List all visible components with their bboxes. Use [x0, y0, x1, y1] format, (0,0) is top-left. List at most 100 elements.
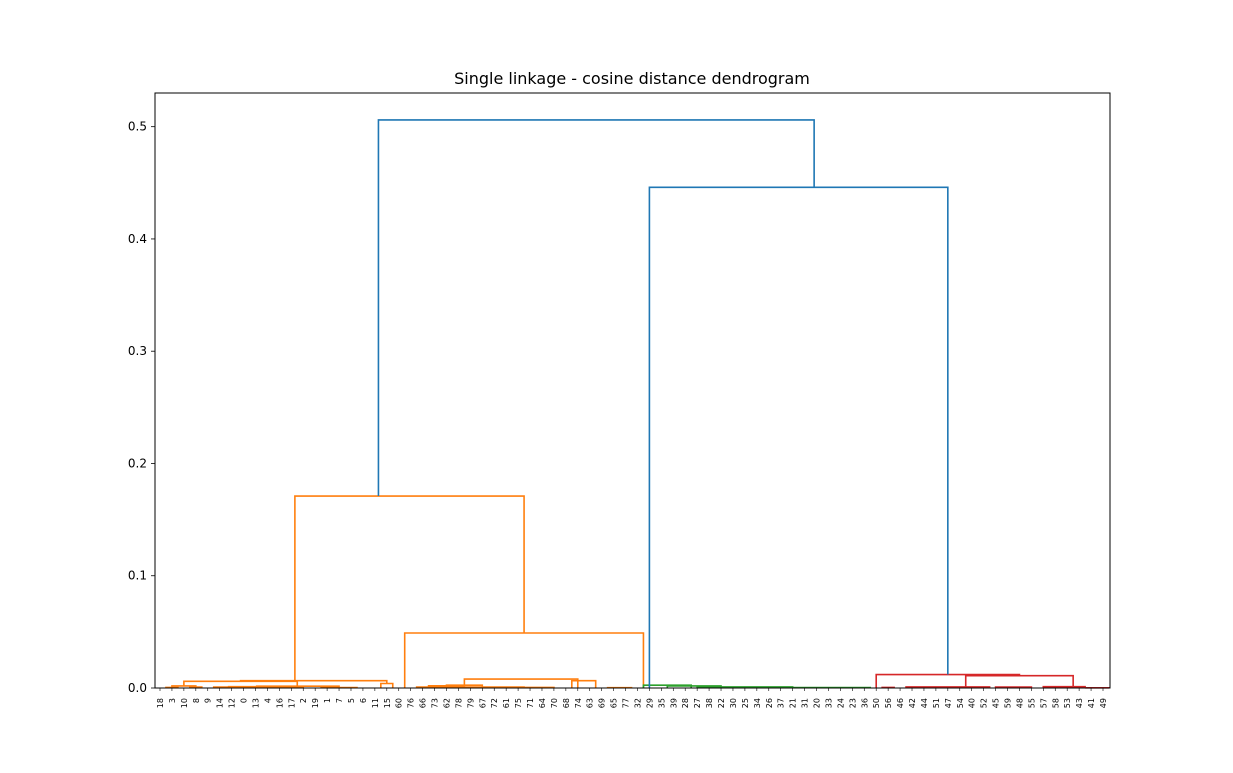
ytick-label: 0.5 [128, 120, 147, 134]
dendrogram-link-31 [648, 186, 949, 688]
leaf-label: 33 [824, 698, 833, 708]
leaf-label: 62 [442, 698, 451, 708]
chart-title: Single linkage - cosine distance dendrog… [454, 69, 810, 88]
leaf-label: 8 [192, 698, 201, 703]
leaf-label: 7 [335, 698, 344, 703]
leaf-label: 46 [896, 698, 905, 708]
leaf-label: 11 [371, 698, 380, 708]
dendrogram-link-19 [294, 495, 525, 681]
dendrogram-link-25 [905, 686, 991, 688]
leaf-label: 40 [968, 698, 977, 708]
leaf-label: 14 [216, 698, 225, 708]
leaf-label: 43 [1075, 698, 1084, 708]
leaf-label: 2 [299, 698, 308, 703]
leaf-label: 71 [526, 698, 535, 708]
leaf-label: 44 [920, 698, 929, 708]
leaf-label: 48 [1015, 698, 1024, 708]
leaf-label: 79 [466, 698, 475, 708]
leaf-label: 34 [753, 698, 762, 708]
leaf-label: 52 [980, 698, 989, 708]
leaf-label: 70 [550, 698, 559, 708]
leaf-label: 32 [633, 698, 642, 708]
ytick-label: 0.2 [128, 456, 147, 470]
leaf-label: 77 [622, 698, 631, 708]
leaf-label: 45 [992, 698, 1001, 708]
leaf-label: 61 [502, 698, 511, 708]
leaf-label: 58 [1051, 698, 1060, 708]
leaf-label: 29 [645, 698, 654, 708]
leaf-label: 69 [598, 698, 607, 708]
x-axis: 18 3 10 8 9 14 12 0 13 4 16 17 2 19 1 7 5 6 11 15 60 76 66 73 62… [156, 688, 1108, 708]
leaf-label: 12 [228, 698, 237, 708]
leaf-label: 30 [729, 698, 738, 708]
leaf-label: 22 [717, 698, 726, 708]
leaf-label: 72 [490, 698, 499, 708]
plot-frame [154, 92, 1111, 689]
dendrogram-link-3 [212, 686, 245, 688]
dendrogram-link-18 [403, 632, 645, 688]
leaf-label: 23 [848, 698, 857, 708]
leaf-label: 5 [347, 698, 356, 703]
dendrogram-link-15 [463, 678, 579, 688]
leaf-label: 6 [359, 698, 368, 703]
leaf-label: 16 [275, 698, 284, 708]
leaf-label: 25 [741, 698, 750, 708]
dendrogram-link-32 [377, 119, 815, 497]
leaf-label: 1 [323, 698, 332, 703]
leaf-label: 39 [669, 698, 678, 708]
leaf-label: 37 [777, 698, 786, 708]
leaf-label: 53 [1063, 698, 1072, 708]
leaf-label: 74 [574, 698, 583, 708]
leaf-label: 59 [1004, 698, 1013, 708]
dendrogram-link-7 [255, 685, 340, 688]
y-axis: 0.0 0.1 0.2 0.3 0.4 0.5 [128, 120, 155, 695]
leaf-label: 56 [884, 698, 893, 708]
leaf-label: 64 [538, 698, 547, 708]
dendrogram-link-29 [964, 674, 1074, 687]
leaf-label: 10 [180, 698, 189, 708]
leaf-label: 63 [586, 698, 595, 708]
leaf-label: 31 [801, 698, 810, 708]
ytick-label: 0.1 [128, 569, 147, 583]
leaf-label: 67 [478, 698, 487, 708]
leaf-label: 18 [156, 698, 165, 708]
leaf-label: 17 [287, 698, 296, 708]
leaf-label: 38 [705, 698, 714, 708]
leaf-label: 73 [431, 698, 440, 708]
leaf-label: 76 [407, 698, 416, 708]
leaf-label: 42 [908, 698, 917, 708]
leaf-label: 19 [311, 698, 320, 708]
leaf-label: 60 [395, 698, 404, 708]
leaf-label: 26 [765, 698, 774, 708]
ytick-label: 0.3 [128, 344, 147, 358]
leaf-label: 3 [168, 698, 177, 703]
ytick-label: 0.4 [128, 232, 147, 246]
dendrogram-link-10 [239, 679, 388, 684]
leaf-label: 55 [1027, 698, 1036, 708]
leaf-label: 78 [454, 698, 463, 708]
leaf-label: 20 [813, 698, 822, 708]
dendrogram-link-16 [571, 679, 597, 688]
leaf-label: 15 [383, 698, 392, 708]
leaf-label: 28 [681, 698, 690, 708]
leaf-label: 68 [562, 698, 571, 708]
leaf-label: 65 [610, 698, 619, 708]
leaf-label: 27 [693, 698, 702, 708]
leaf-label: 57 [1039, 698, 1048, 708]
leaf-label: 49 [1099, 698, 1108, 708]
leaf-label: 36 [860, 698, 869, 708]
leaf-label: 50 [872, 698, 881, 708]
leaf-label: 47 [944, 698, 953, 708]
leaf-label: 66 [419, 698, 428, 708]
leaf-label: 35 [657, 698, 666, 708]
leaf-label: 13 [251, 698, 260, 708]
leaf-label: 9 [204, 698, 213, 703]
leaf-label: 21 [789, 698, 798, 708]
leaf-label: 24 [836, 698, 845, 708]
leaf-label: 4 [263, 698, 272, 703]
leaf-label: 75 [514, 698, 523, 708]
leaf-label: 54 [956, 698, 965, 708]
ytick-label: 0.0 [128, 681, 147, 695]
